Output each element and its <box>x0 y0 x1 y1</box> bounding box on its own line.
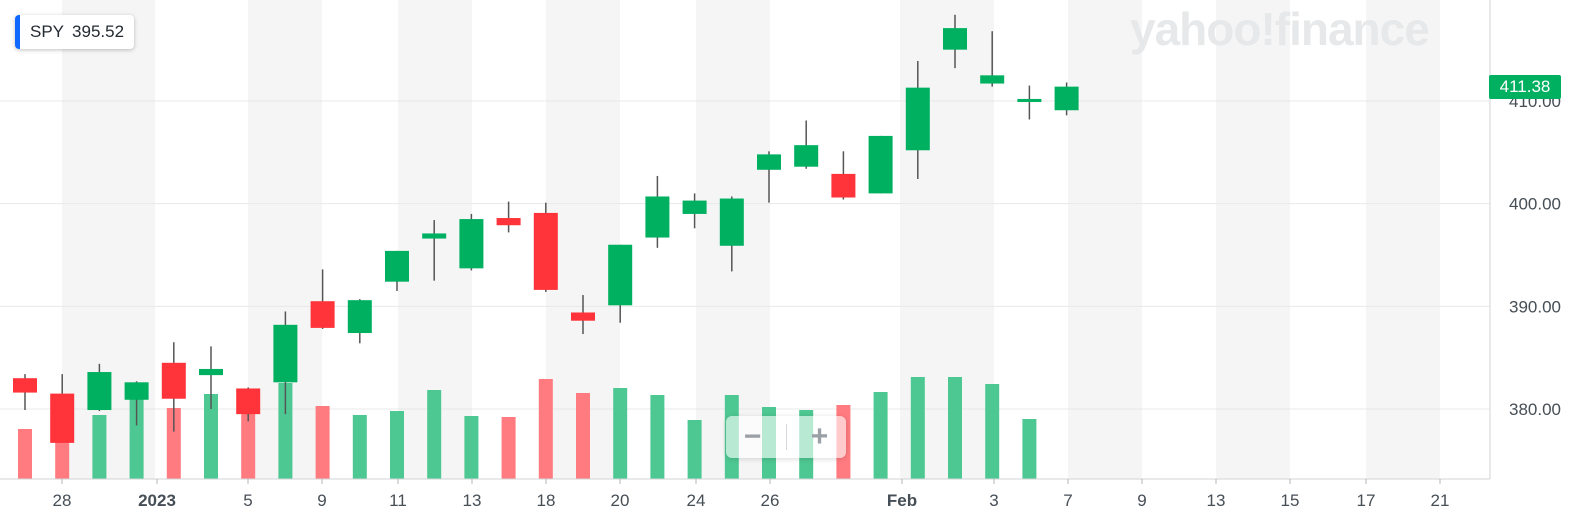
candle-body <box>868 135 893 194</box>
zoom-out-button[interactable]: − <box>743 420 762 453</box>
volume-bar <box>501 417 516 479</box>
candle-body <box>905 87 930 151</box>
last-price-tag: 411.38 <box>1489 75 1561 99</box>
candle-body <box>347 300 372 334</box>
candle-body <box>682 200 707 214</box>
volume-bar <box>241 413 256 479</box>
x-tick-label: 21 <box>1431 491 1450 510</box>
candle-body <box>943 28 967 50</box>
series-legend[interactable]: SPY 395.52 <box>15 15 135 49</box>
candle-body <box>199 368 223 376</box>
x-tick-label: 24 <box>687 491 706 510</box>
volume-bar <box>92 415 107 479</box>
legend-symbol: SPY <box>30 22 65 41</box>
volume-bar <box>985 384 1000 479</box>
time-band <box>1068 0 1142 479</box>
x-tick-label: 9 <box>317 491 326 510</box>
zoom-controls: − + <box>726 416 846 458</box>
candle-body <box>831 173 856 198</box>
candle-body <box>459 219 484 269</box>
volume-bar <box>18 429 32 479</box>
volume-bar <box>204 394 218 479</box>
x-tick-label: 15 <box>1281 491 1300 510</box>
x-tick-label: 2023 <box>138 491 176 510</box>
candle-body <box>385 250 409 282</box>
volume-bar <box>278 383 293 479</box>
time-band <box>1366 0 1440 479</box>
x-tick-label: 11 <box>389 491 407 510</box>
volume-bar <box>650 395 665 479</box>
x-tick-label: Feb <box>887 491 917 510</box>
candle-body <box>757 154 781 170</box>
candle-body <box>608 244 633 306</box>
candle-body <box>571 312 595 321</box>
x-tick-label: 18 <box>537 491 556 510</box>
x-tick-label: 7 <box>1063 491 1072 510</box>
x-tick-label: 20 <box>611 491 630 510</box>
volume-bar <box>315 406 330 479</box>
volume-bar <box>390 411 404 479</box>
candle-body <box>161 362 186 399</box>
x-tick-label: 13 <box>463 491 482 510</box>
candle-body <box>794 145 819 167</box>
series-color-swatch <box>15 15 20 49</box>
x-tick-label: 3 <box>989 491 998 510</box>
x-tick-label: 5 <box>243 491 252 510</box>
volume-bar <box>538 379 553 479</box>
legend-value: 395.52 <box>72 22 125 41</box>
volume-bar <box>910 377 925 479</box>
candle-body <box>13 378 37 393</box>
candle-body <box>273 324 298 383</box>
candle-body <box>533 212 558 290</box>
y-tick-label: 400.00 <box>1509 195 1561 214</box>
time-band <box>1216 0 1290 479</box>
x-tick-label: 9 <box>1137 491 1146 510</box>
volume-bar <box>873 392 888 479</box>
volume-bar <box>427 390 442 479</box>
volume-bar <box>576 393 590 479</box>
candle-body <box>50 393 75 443</box>
x-tick-label: 26 <box>761 491 780 510</box>
candle-body <box>496 218 521 226</box>
zoom-in-button[interactable]: + <box>810 420 829 453</box>
zoom-divider <box>785 424 787 450</box>
candle-body <box>124 382 149 400</box>
yahoo-finance-logo: yahoo!finance <box>1130 3 1430 55</box>
volume-bar <box>129 397 144 479</box>
candle-body <box>422 233 447 239</box>
y-tick-label: 380.00 <box>1509 400 1561 419</box>
candle-body <box>1017 98 1042 103</box>
candle-body <box>645 196 670 238</box>
volume-bar <box>613 388 628 479</box>
candle-body <box>236 388 261 415</box>
x-tick-label: 17 <box>1357 491 1376 510</box>
y-tick-label: 390.00 <box>1509 297 1561 316</box>
x-tick-label: 13 <box>1207 491 1226 510</box>
candle-body <box>1054 86 1079 111</box>
volume-bar <box>948 377 962 479</box>
candle-body <box>980 75 1005 84</box>
volume-bar <box>166 408 181 479</box>
volume-bar <box>464 416 479 479</box>
x-tick-label: 28 <box>53 491 72 510</box>
candle-body <box>87 372 112 411</box>
volume-bar <box>687 420 702 479</box>
candle-body <box>310 301 335 328</box>
volume-bar <box>352 415 367 479</box>
volume-bar <box>1022 419 1037 479</box>
candle-body <box>719 198 744 246</box>
